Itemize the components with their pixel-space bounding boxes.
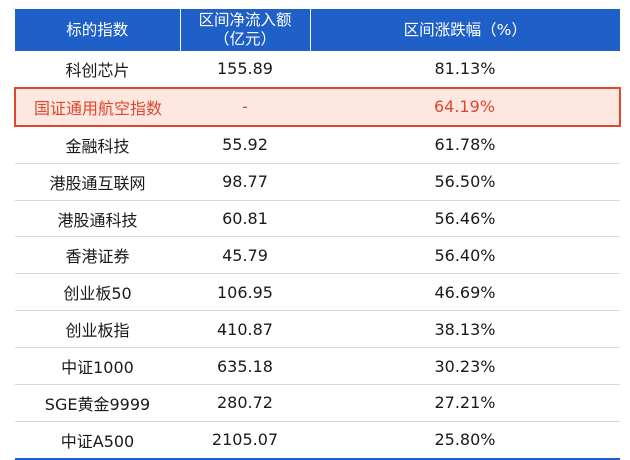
header-net-inflow-line1: 区间净流入额 [198,11,292,29]
cell-net-inflow: - [180,86,310,127]
cell-change-pct: 30.23% [310,347,620,386]
cell-index-name: 创业板50 [15,273,180,312]
table-row: SGE黄金9999 280.72 27.21% [15,384,620,422]
cell-net-inflow: 55.92 [180,125,310,164]
table-row: 金融科技 55.92 61.78% [15,125,620,164]
cell-net-inflow: 2105.07 [180,421,310,460]
table-header: 标的指数 区间净流入额 （亿元） 区间涨跌幅（%） [15,9,620,51]
cell-index-name: 香港证券 [15,236,180,275]
cell-change-pct: 56.46% [310,200,620,238]
index-table-container: 标的指数 区间净流入额 （亿元） 区间涨跌幅（%） 科创芯片 155.89 81… [14,9,621,460]
table-row: 港股通科技 60.81 56.46% [15,200,620,238]
cell-change-pct: 25.80% [310,421,620,460]
header-net-inflow-line2: （亿元） [213,30,276,48]
header-index-name: 标的指数 [15,9,181,51]
table-row: 港股通互联网 98.77 56.50% [15,163,620,201]
index-performance-table: 标的指数 区间净流入额 （亿元） 区间涨跌幅（%） 科创芯片 155.89 81… [14,9,621,460]
cell-index-name: 港股通互联网 [15,163,180,201]
table-row: 中证A500 2105.07 25.80% [15,421,620,460]
cell-net-inflow: 280.72 [180,384,310,422]
cell-index-name: 金融科技 [15,125,180,164]
header-net-inflow: 区间净流入额 （亿元） [180,9,311,51]
header-row: 标的指数 区间净流入额 （亿元） 区间涨跌幅（%） [15,9,620,51]
cell-net-inflow: 635.18 [180,347,310,386]
table-row: 创业板50 106.95 46.69% [15,273,620,312]
table-body: 科创芯片 155.89 81.13% 国证通用航空指数 - 64.19% 金融科… [14,51,621,460]
cell-index-name: 创业板指 [15,310,180,349]
cell-index-name: SGE黄金9999 [15,384,180,422]
table-row-highlighted: 国证通用航空指数 - 64.19% [14,86,621,127]
cell-net-inflow: 106.95 [180,273,310,312]
table-row: 香港证券 45.79 56.40% [15,236,620,275]
cell-net-inflow: 60.81 [180,200,310,238]
cell-change-pct: 46.69% [310,273,620,312]
header-change-pct: 区间涨跌幅（%） [310,9,620,51]
cell-index-name: 国证通用航空指数 [14,86,180,127]
cell-change-pct: 81.13% [310,51,620,89]
table-row: 创业板指 410.87 38.13% [15,310,620,349]
table-row: 科创芯片 155.89 81.13% [15,51,620,89]
cell-index-name: 科创芯片 [15,51,180,89]
cell-change-pct: 64.19% [310,86,621,127]
cell-net-inflow: 155.89 [180,51,310,89]
cell-net-inflow: 410.87 [180,310,310,349]
cell-change-pct: 38.13% [310,310,620,349]
cell-net-inflow: 45.79 [180,236,310,275]
cell-index-name: 中证1000 [15,347,180,386]
cell-change-pct: 27.21% [310,384,620,422]
cell-change-pct: 56.50% [310,163,620,201]
cell-net-inflow: 98.77 [180,163,310,201]
table-row: 中证1000 635.18 30.23% [15,347,620,386]
cell-change-pct: 56.40% [310,236,620,275]
cell-change-pct: 61.78% [310,125,620,164]
cell-index-name: 中证A500 [15,421,180,460]
cell-index-name: 港股通科技 [15,200,180,238]
